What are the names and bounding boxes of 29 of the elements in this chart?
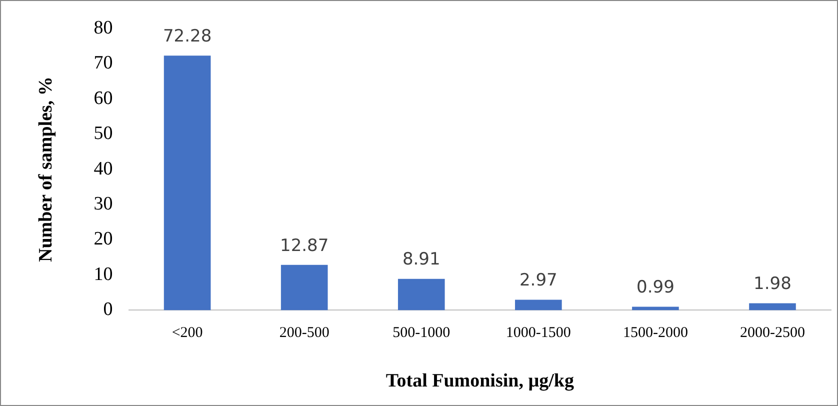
bar — [164, 56, 211, 310]
y-tick-label: 60 — [94, 88, 113, 109]
data-label: 8.91 — [402, 250, 440, 270]
x-tick-label: 200-500 — [279, 325, 330, 342]
y-tick-label: 40 — [94, 158, 113, 180]
y-tick-label: 20 — [94, 228, 113, 250]
x-tick-label: 1000-1500 — [506, 325, 571, 342]
data-label: 72.28 — [162, 26, 212, 47]
x-tick-label: 1500-2000 — [622, 325, 688, 342]
y-tick-label: 50 — [94, 123, 113, 144]
x-tick-label: 500-1000 — [392, 325, 450, 342]
y-tick-label: 70 — [94, 52, 113, 74]
x-axis-title: Total Fumonisin, µg/kg — [386, 370, 574, 392]
y-tick-label: 30 — [94, 194, 113, 215]
y-axis-title: Number of samples, % — [35, 76, 56, 262]
data-label: 0.99 — [636, 278, 674, 298]
bar — [515, 300, 562, 310]
bar — [749, 303, 796, 310]
bar — [280, 264, 328, 310]
bar — [398, 278, 445, 310]
x-tick-label: <200 — [172, 325, 203, 342]
x-tick-label: 2000-2500 — [740, 325, 805, 342]
data-label: 2.97 — [519, 270, 558, 291]
data-label: 1.98 — [754, 274, 792, 294]
y-tick-label: 80 — [94, 17, 113, 38]
y-tick-label: 10 — [94, 264, 113, 285]
data-label: 12.87 — [280, 236, 329, 256]
y-tick-label: 0 — [103, 299, 113, 320]
bar — [632, 306, 679, 310]
